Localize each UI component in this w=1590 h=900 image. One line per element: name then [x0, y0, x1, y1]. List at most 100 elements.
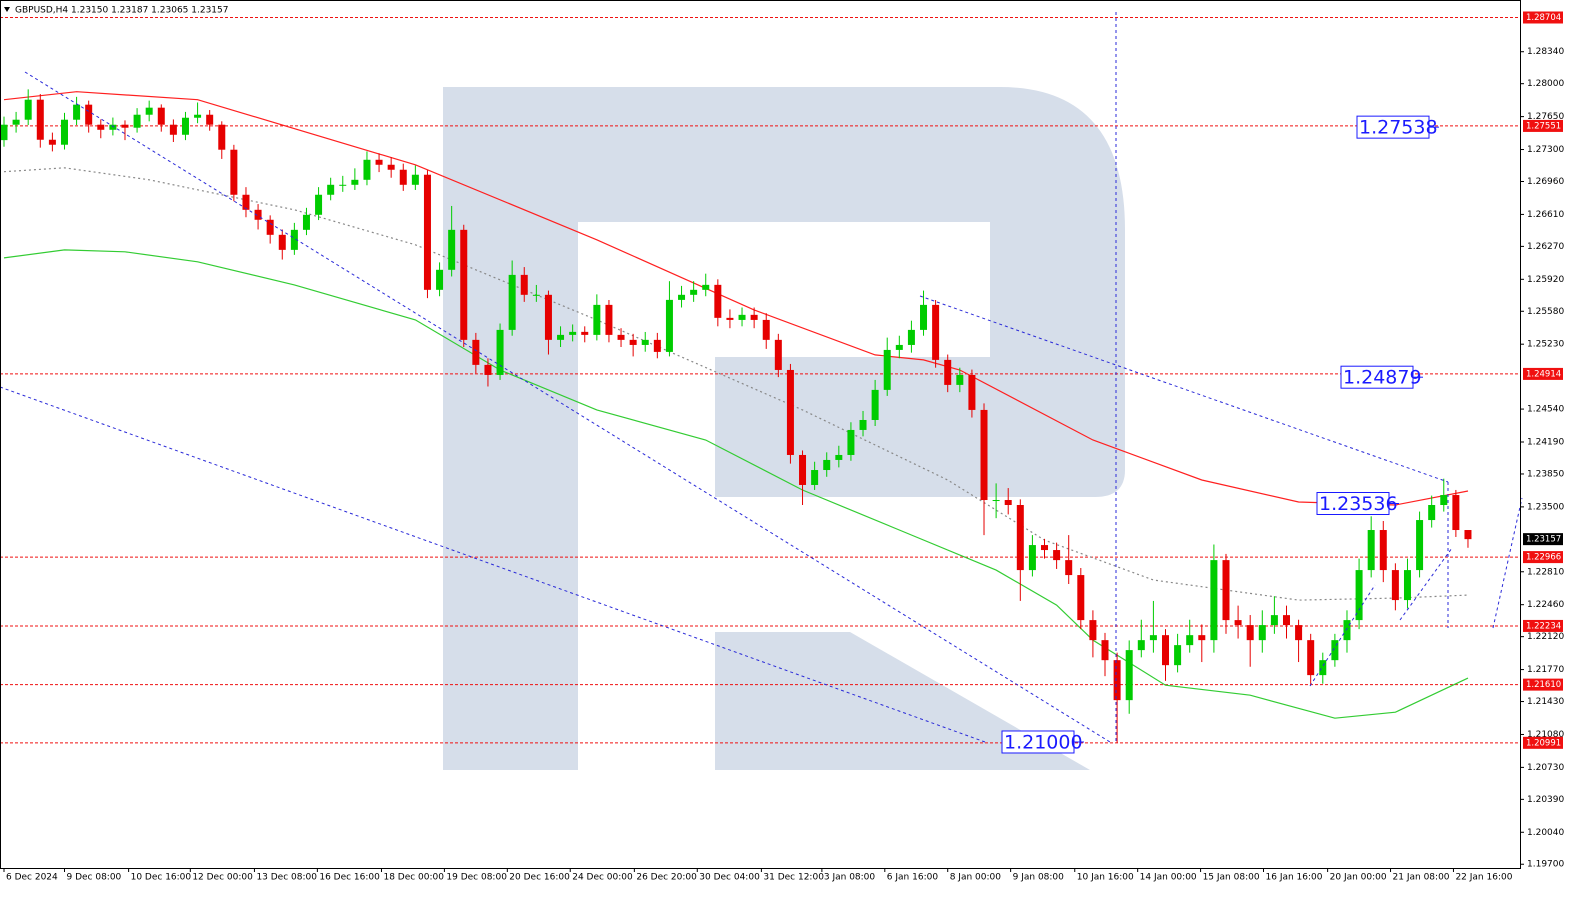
x-tick-label: 12 Dec 00:00 — [192, 873, 253, 883]
candle-body — [1403, 570, 1411, 601]
candle-body — [278, 234, 286, 250]
x-tick-label: 13 Dec 08:00 — [256, 873, 317, 883]
level-box — [1523, 551, 1563, 564]
candle-body — [1379, 530, 1387, 571]
y-tick-label: 1.22460 — [1527, 600, 1564, 610]
x-tick-label: 9 Dec 08:00 — [66, 873, 121, 883]
candle-body — [823, 459, 831, 471]
candle-body — [327, 184, 335, 195]
y-tick-label: 1.26960 — [1527, 177, 1564, 187]
watermark — [443, 87, 1125, 770]
candle-body — [181, 117, 189, 135]
x-tick-label: 22 Jan 16:00 — [1455, 873, 1512, 883]
candle-body — [835, 454, 843, 460]
candle-body — [1440, 495, 1448, 506]
candle-body — [496, 329, 504, 375]
x-tick-label: 20 Jan 00:00 — [1330, 873, 1387, 883]
candle-body — [1319, 660, 1327, 676]
y-tick-label: 1.28000 — [1527, 79, 1564, 89]
candle-body — [315, 194, 323, 215]
candle-body — [581, 331, 589, 335]
trendline — [1492, 497, 1523, 629]
y-tick-label: 1.23850 — [1527, 469, 1564, 479]
y-tick-label: 1.25920 — [1527, 275, 1564, 285]
candle-body — [907, 329, 915, 345]
candle-body — [169, 124, 177, 135]
candle-body — [411, 174, 419, 185]
y-tick-label: 1.24540 — [1527, 405, 1564, 415]
x-tick-label: 21 Jan 08:00 — [1393, 873, 1450, 883]
annotation-label: 1.21000 — [1004, 731, 1083, 753]
candle-body — [956, 374, 964, 385]
candle-body — [1246, 625, 1254, 641]
candle-body — [375, 159, 383, 165]
candle-body — [290, 229, 298, 250]
x-tick-label: 24 Dec 00:00 — [572, 873, 633, 883]
level-label: 1.24914 — [1526, 369, 1561, 379]
candle-body — [569, 331, 577, 335]
trendline — [0, 386, 986, 743]
level-label: 1.21610 — [1526, 680, 1561, 690]
level-label: 1.20991 — [1526, 738, 1561, 748]
candle-body — [436, 269, 444, 290]
candle-body — [363, 159, 371, 180]
candle-body — [1343, 620, 1351, 641]
x-tick-label: 15 Jan 08:00 — [1203, 873, 1260, 883]
candle-body — [895, 344, 903, 350]
candle-body — [1101, 640, 1109, 661]
candle-body — [1258, 625, 1266, 641]
y-tick-label: 1.21430 — [1527, 697, 1564, 707]
x-tick-label: 3 Jan 08:00 — [824, 873, 876, 883]
candle-body — [48, 139, 56, 145]
candle-body — [1004, 500, 1012, 506]
candle-body — [1416, 520, 1424, 571]
candle-body — [678, 294, 686, 300]
candle-body — [1053, 550, 1061, 561]
candle-body — [145, 107, 153, 115]
candle-body — [653, 339, 661, 352]
candle-body — [266, 219, 274, 235]
candle-body — [97, 124, 105, 130]
candle-body — [1222, 560, 1230, 621]
candle-body — [641, 339, 649, 345]
candle-body — [194, 114, 202, 118]
candle-body — [1125, 650, 1133, 701]
candle-body — [230, 149, 238, 195]
candle-body — [714, 284, 722, 318]
candle-body — [593, 304, 601, 335]
candle-body — [387, 164, 395, 170]
y-tick-label: 1.24190 — [1527, 437, 1564, 447]
candle-body — [532, 294, 540, 296]
y-tick-label: 1.26270 — [1527, 242, 1564, 252]
candle-body — [702, 284, 710, 290]
chart-title: GBPUSD,H4 1.23150 1.23187 1.23065 1.2315… — [15, 6, 228, 16]
y-tick-label: 1.20730 — [1527, 763, 1564, 773]
candle-body — [109, 124, 117, 130]
candle-body — [871, 389, 879, 420]
overlays: 1.27538 1.24879 1.23536 1.21000 — [1001, 115, 1439, 754]
candle-body — [1077, 575, 1085, 621]
symbol-icon — [4, 7, 10, 12]
candle-body — [786, 369, 794, 455]
y-tick-label: 1.22810 — [1527, 567, 1564, 577]
candle-body — [339, 184, 347, 186]
x-tick-label: 16 Dec 16:00 — [319, 873, 380, 883]
x-tick-label: 6 Dec 2024 — [6, 873, 58, 883]
candle-body — [472, 339, 480, 365]
candle-body — [508, 274, 516, 330]
annotation-label: 1.24879 — [1343, 367, 1422, 389]
watermark-bowl — [578, 87, 1125, 497]
x-tick-label: 9 Jan 08:00 — [1013, 873, 1065, 883]
candle-body — [1210, 560, 1218, 641]
candle-body — [1161, 635, 1169, 666]
level-box — [1523, 736, 1563, 749]
candle-body — [944, 359, 952, 385]
level-label: 1.28704 — [1526, 13, 1561, 23]
x-tick-label: 14 Jan 00:00 — [1140, 873, 1197, 883]
candle-body — [254, 209, 262, 220]
candle-body — [242, 194, 250, 210]
candle-body — [1041, 545, 1049, 551]
candle-body — [1016, 505, 1024, 571]
watermark-leg — [715, 632, 1090, 770]
